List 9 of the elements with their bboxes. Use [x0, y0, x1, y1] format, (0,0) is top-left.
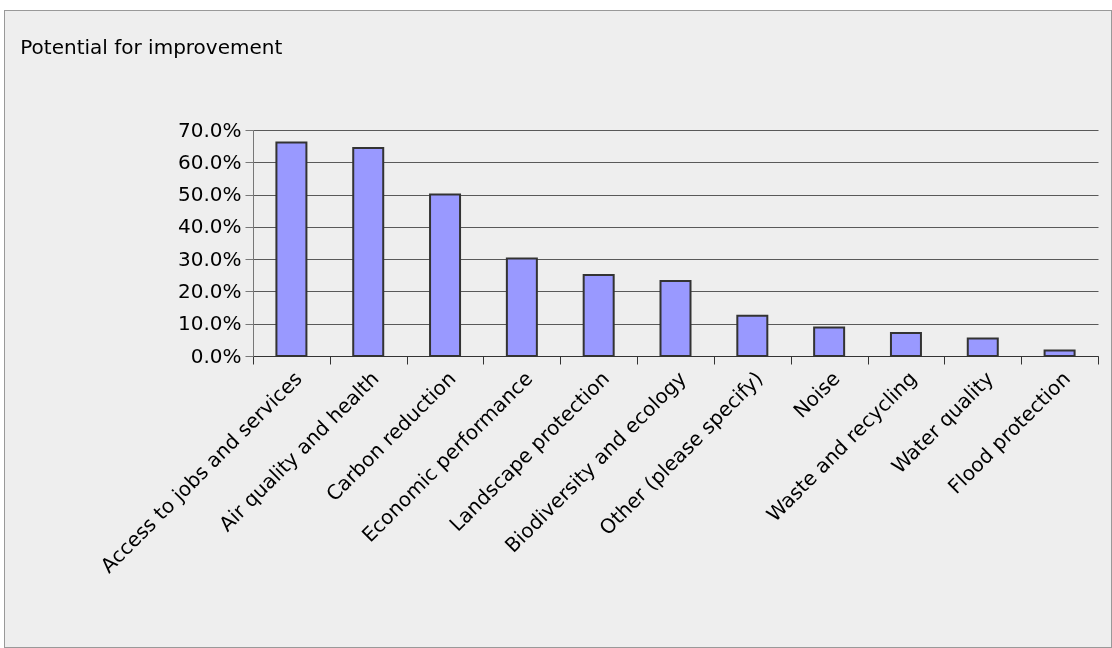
y-tick-label: 70.0%: [177, 117, 242, 142]
y-tick-label: 10.0%: [177, 311, 242, 336]
y-tick-label: 30.0%: [177, 246, 242, 271]
y-tick-label: 40.0%: [177, 214, 242, 239]
y-tick-label: 50.0%: [177, 182, 242, 207]
chart-title: Potential for improvement: [20, 35, 283, 59]
y-tick-label: 0.0%: [190, 343, 242, 368]
y-tick-label: 60.0%: [177, 149, 242, 174]
y-tick-label: 20.0%: [177, 278, 242, 303]
